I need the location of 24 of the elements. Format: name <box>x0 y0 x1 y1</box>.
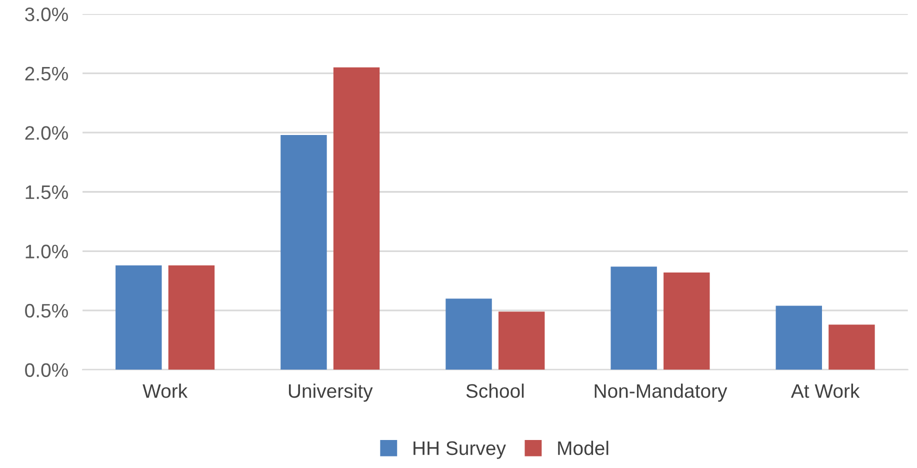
y-tick-label: 1.5% <box>26 185 68 200</box>
x-tick-label: At Work <box>790 384 860 398</box>
y-tick-label: 3.0% <box>25 8 68 22</box>
bar <box>280 134 327 370</box>
bar <box>828 324 875 370</box>
legend-label: Model <box>558 440 608 456</box>
y-tick-label: 1.0% <box>26 244 68 258</box>
bar <box>610 266 657 370</box>
y-tick-label: 2.5% <box>25 66 68 81</box>
x-tick-label: University <box>288 384 373 402</box>
bar <box>498 312 545 370</box>
bar <box>664 272 710 370</box>
x-tick-label: Non-Mandatory <box>594 384 728 402</box>
x-tick-label: School <box>466 384 524 398</box>
bar <box>168 265 215 370</box>
bar <box>333 67 380 370</box>
legend-label: HH Survey <box>414 441 506 459</box>
bar <box>116 265 162 370</box>
y-tick-label: 0.0% <box>25 363 68 377</box>
y-tick-label: 0.5% <box>25 304 68 318</box>
y-tick-label: 2.0% <box>25 126 68 140</box>
x-tick-label: Work <box>142 384 188 398</box>
bar <box>446 298 492 370</box>
bar <box>776 306 822 370</box>
